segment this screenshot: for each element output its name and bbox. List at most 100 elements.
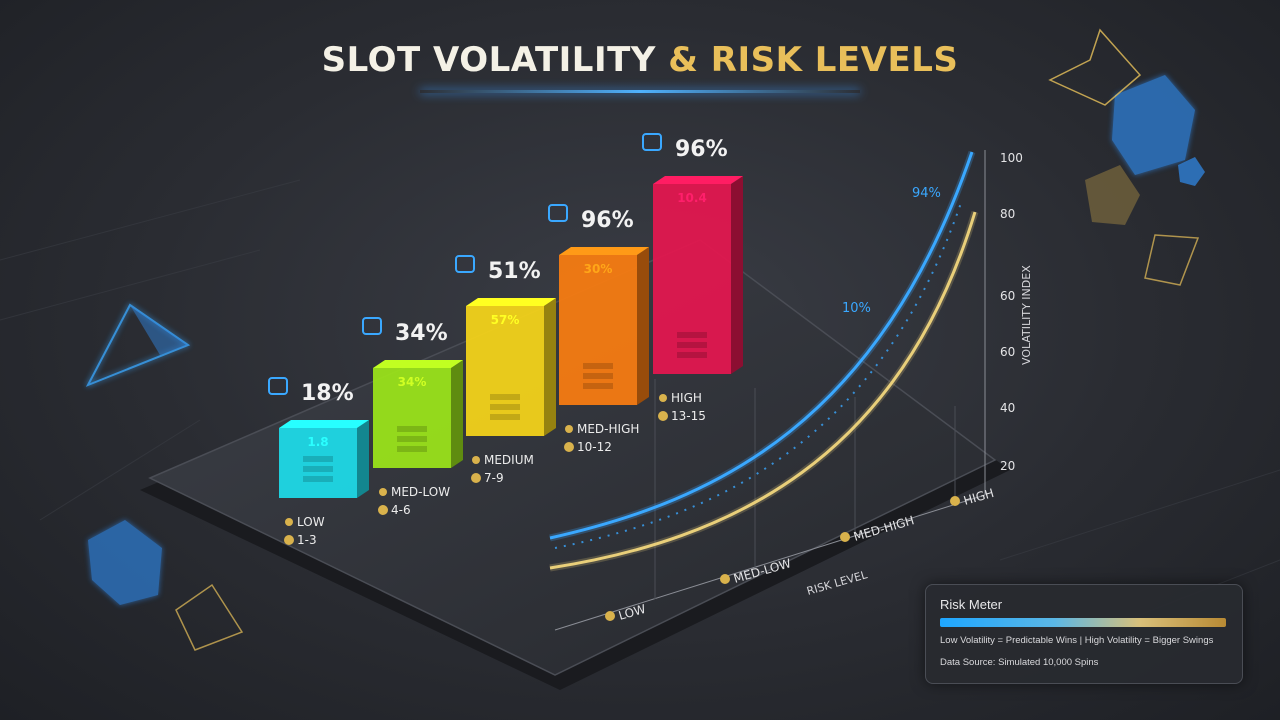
bar-value-label: 34% [395,321,448,346]
y-tick-label: 60 [1000,289,1015,303]
range-label: 4-6 [391,503,411,517]
risk-meter-panel: Risk Meter Low Volatility = Predictable … [925,584,1243,684]
y-tick-label: 40 [1000,401,1015,415]
coin-icon [285,518,293,526]
slot-icon [362,317,382,335]
bar-top [466,298,556,306]
gold-curve [549,211,977,570]
coin-icon [472,456,480,464]
bar-face-label: 10.4 [677,191,707,205]
category-label: MED-HIGH [577,422,639,436]
bar-front [279,428,357,498]
bar-grille [490,404,520,410]
bar-grille [303,476,333,482]
coin-icon [564,442,574,452]
x-tick-label: MED-LOW [732,556,793,586]
bar-grille [303,456,333,462]
coin-icon [284,535,294,545]
title-underline-glow [420,90,860,93]
risk-meter-source: Data Source: Simulated 10,000 Spins [940,657,1099,668]
coin-icon [379,488,387,496]
category-label: MEDIUM [484,453,534,467]
y-tick-label: 80 [1000,207,1015,221]
title-part-1: SLOT VOLATILITY [321,40,656,80]
slot-icon [548,204,568,222]
category-label: MED-LOW [391,485,450,499]
annotation-label: 94% [912,186,941,201]
bar-grille [303,466,333,472]
bar-grille [583,363,613,369]
bar-high: 10.4 96% HIGH 13-15 [642,133,743,423]
risk-meter-gradient-bar [940,618,1226,627]
title-part-2: & RISK LEVELS [668,40,959,80]
risk-meter-title: Risk Meter [940,597,1003,612]
bar-grille [490,414,520,420]
coin-icon [720,574,730,584]
bar-side [451,360,463,468]
bar-grille [490,394,520,400]
coin-icon [840,532,850,542]
bar-low: 1.8 18% LOW 1-3 [268,377,369,547]
bar-value-label: 51% [488,259,541,284]
coin-icon [950,496,960,506]
slot-icon [455,255,475,273]
bar-value-label: 96% [581,208,634,233]
slot-icon [268,377,288,395]
x-tick-label: MED-HIGH [852,513,916,544]
x-tick-label: LOW [617,602,647,623]
blue-curve [549,151,974,540]
range-label: 7-9 [484,471,504,485]
category-label: LOW [297,515,325,529]
coin-icon [658,411,668,421]
bar-grille [677,332,707,338]
coin-icon [565,425,573,433]
bar-side [357,420,369,498]
coin-icon [659,394,667,402]
bar-face-label: 1.8 [307,435,328,449]
coin-icon [605,611,615,621]
bar-value-label: 18% [301,381,354,406]
x-tick-label: HIGH [962,486,996,508]
bar-side [544,298,556,436]
bar-face-label: 34% [398,375,427,389]
bar-grille [677,342,707,348]
coin-icon [378,505,388,515]
bar-front [559,255,637,405]
y-tick-label: 60 [1000,345,1015,359]
annotation-label: 10% [842,301,871,316]
bar-side [731,176,743,374]
x-axis [554,494,986,631]
bar-face-label: 57% [491,313,520,327]
bar-medium: 57% 51% MEDIUM 7-9 [455,255,556,485]
bar-top [373,360,463,368]
bar-med-low: 34% 34% MED-LOW 4-6 [362,317,463,517]
floating-shapes [85,28,1205,651]
y-tick-label: 20 [1000,459,1015,473]
bar-face-label: 30% [584,262,613,276]
risk-meter-description: Low Volatility = Predictable Wins | High… [940,635,1214,646]
range-label: 10-12 [577,440,612,454]
bar-grille [677,352,707,358]
page-title: SLOT VOLATILITY & RISK LEVELS [0,40,1280,80]
bar-top [279,420,369,428]
bar-grille [583,383,613,389]
bar-grille [397,446,427,452]
bars: 1.8 18% LOW 1-3 34% 34% MED-LOW 4-6 57% 51% MEDIUM… [268,133,743,547]
bar-top [559,247,649,255]
y-axis-label: VOLATILITY INDEX [1020,265,1033,365]
bar-grille [397,426,427,432]
range-label: 1-3 [297,533,317,547]
range-label: 13-15 [671,409,706,423]
coin-icon [471,473,481,483]
bar-med-high: 30% 96% MED-HIGH 10-12 [548,204,649,454]
bar-grille [583,373,613,379]
bar-top [653,176,743,184]
bar-grille [397,436,427,442]
x-axis-label: RISK LEVEL [805,568,869,598]
bar-value-label: 96% [675,137,728,162]
slot-icon [642,133,662,151]
y-tick-label: 100 [1000,151,1023,165]
